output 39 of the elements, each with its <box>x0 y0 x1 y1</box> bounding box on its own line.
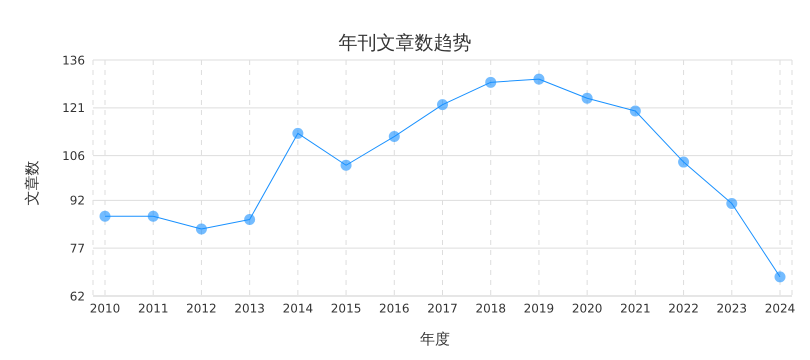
x-tick-label: 2012 <box>186 302 217 316</box>
point <box>774 271 786 282</box>
y-tick-label: 77 <box>70 241 85 256</box>
point <box>244 214 256 225</box>
point <box>437 99 448 110</box>
x-tick-label: 2021 <box>620 302 651 316</box>
x-tick-label: 2015 <box>330 302 362 316</box>
y-tick-label: 62 <box>70 289 85 304</box>
chart-title: 年刊文章数趋势 <box>338 32 472 54</box>
x-axis-title: 年度 <box>419 330 451 349</box>
x-tick-label: 2016 <box>379 302 410 316</box>
y-axis-title: 文章数 <box>23 160 42 206</box>
point <box>148 210 159 222</box>
point <box>196 224 207 235</box>
y-tick-label: 106 <box>62 148 85 163</box>
point <box>388 131 400 142</box>
point <box>100 210 110 222</box>
x-tick-label: 2017 <box>427 302 458 316</box>
point <box>726 198 738 210</box>
y-tick-label: 121 <box>62 101 85 116</box>
x-tick-label: 2013 <box>234 302 265 316</box>
x-tick-label: 2018 <box>475 302 506 316</box>
x-tick-label: 2019 <box>524 302 554 316</box>
x-tick-label: 2022 <box>668 302 699 316</box>
x-tick-label: 2023 <box>716 302 748 316</box>
point <box>292 128 304 139</box>
point <box>533 74 544 85</box>
point <box>582 92 593 104</box>
y-tick-label: 136 <box>62 53 85 68</box>
point <box>340 160 352 171</box>
point <box>678 156 690 168</box>
x-tick-label: 2024 <box>764 302 796 316</box>
x-tick-label: 2014 <box>282 302 314 316</box>
x-tick-label: 2011 <box>138 302 168 316</box>
point <box>630 106 641 117</box>
y-tick-label: 92 <box>70 194 85 208</box>
x-tick-label: 2020 <box>572 302 602 316</box>
x-tick-label: 2010 <box>90 302 120 316</box>
point <box>485 76 496 88</box>
